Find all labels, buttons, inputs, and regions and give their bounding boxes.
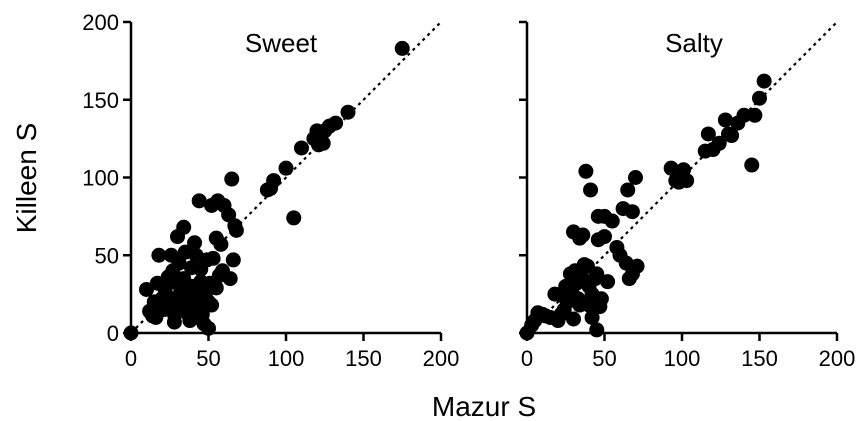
sweet-y-tick-label: 100: [82, 166, 119, 191]
sweet-data-point: [394, 40, 410, 56]
salty-data-point: [584, 309, 600, 325]
salty-data-point: [711, 135, 727, 151]
salty-data-point: [736, 107, 752, 123]
sweet-data-point: [278, 160, 294, 176]
sweet-data-point: [176, 219, 192, 235]
salty-data-point: [589, 266, 605, 282]
sweet-x-tick-label: 200: [423, 346, 460, 371]
sweet-data-point: [201, 320, 216, 336]
salty-points: [519, 73, 772, 341]
sweet-points: [123, 40, 410, 341]
sweet-data-point: [315, 135, 331, 151]
sweet-data-point: [266, 173, 282, 189]
sweet-x-tick-label: 50: [196, 346, 220, 371]
salty-data-point: [744, 157, 760, 173]
y-axis-title: Killeen S: [11, 123, 42, 234]
salty-data-point: [747, 107, 763, 123]
salty-data-point: [724, 128, 740, 144]
salty-data-point: [600, 274, 616, 290]
sweet-data-point: [224, 171, 240, 187]
sweet-data-point: [225, 252, 241, 268]
sweet-data-point: [151, 247, 167, 263]
sweet-panel: 00 50 50 100 100 150 150 200 200 Sweet: [82, 10, 459, 371]
sweet-data-point: [171, 255, 187, 271]
sweet-data-point: [222, 271, 238, 287]
salty-data-point: [597, 229, 612, 245]
sweet-data-point: [208, 280, 224, 296]
sweet-data-point: [328, 115, 344, 131]
salty-data-point: [593, 291, 609, 307]
salty-data-point: [578, 163, 594, 179]
sweet-y-tick-label: 150: [82, 88, 119, 113]
salty-data-point: [575, 227, 591, 243]
sweet-data-point: [228, 222, 244, 238]
sweet-identity-line: [130, 21, 442, 334]
sweet-data-point: [205, 250, 221, 266]
sweet-data-point: [157, 281, 173, 297]
sweet-x-tick-label: 100: [268, 346, 305, 371]
sweet-x-tick-label: 150: [345, 346, 382, 371]
sweet-axes: 00 50 50 100 100 150 150 200 200: [82, 10, 459, 371]
salty-data-point: [624, 204, 640, 220]
sweet-data-point: [187, 235, 203, 251]
identity-line: [130, 21, 442, 334]
salty-data-point: [629, 258, 645, 274]
x-axis-title: Mazur S: [432, 391, 536, 421]
salty-data-point: [589, 322, 605, 338]
salty-data-point: [583, 182, 599, 198]
salty-data-point: [700, 126, 716, 142]
sweet-data-point: [166, 314, 182, 330]
salty-data-point: [679, 173, 695, 189]
sweet-y-tick-label: 0: [107, 321, 119, 346]
salty-x-tick-label: 0: [521, 346, 533, 371]
salty-data-point: [628, 170, 643, 185]
sweet-data-point: [294, 140, 309, 156]
sweet-data-point: [340, 104, 356, 120]
salty-panel: 0 50 100 150 200 Salty: [519, 20, 856, 371]
salty-data-point: [604, 213, 620, 229]
salty-data-point: [566, 311, 581, 327]
salty-data-point: [756, 73, 772, 89]
salty-x-tick-label: 50: [592, 346, 616, 371]
sweet-panel-title: Sweet: [245, 28, 318, 58]
salty-data-point: [752, 90, 767, 106]
sweet-x-tick-label: 0: [125, 346, 137, 371]
salty-data-point: [663, 160, 679, 176]
sweet-data-point: [139, 281, 154, 297]
salty-x-tick-label: 200: [819, 346, 856, 371]
salty-data-point: [717, 112, 733, 128]
salty-x-tick-label: 100: [664, 346, 701, 371]
salty-x-tick-label: 150: [741, 346, 778, 371]
salty-panel-title: Salty: [665, 28, 723, 58]
sweet-y-tick-label: 50: [95, 243, 119, 268]
sweet-y-tick-label: 200: [82, 10, 119, 35]
sweet-data-point: [191, 193, 207, 209]
salty-axes: 0 50 100 150 200: [519, 20, 856, 371]
sweet-data-point: [123, 325, 139, 341]
salty-data-point: [620, 182, 636, 198]
sweet-data-point: [213, 236, 229, 252]
sweet-data-point: [286, 210, 302, 226]
sweet-data-point: [204, 297, 220, 313]
sweet-data-point: [221, 207, 237, 223]
